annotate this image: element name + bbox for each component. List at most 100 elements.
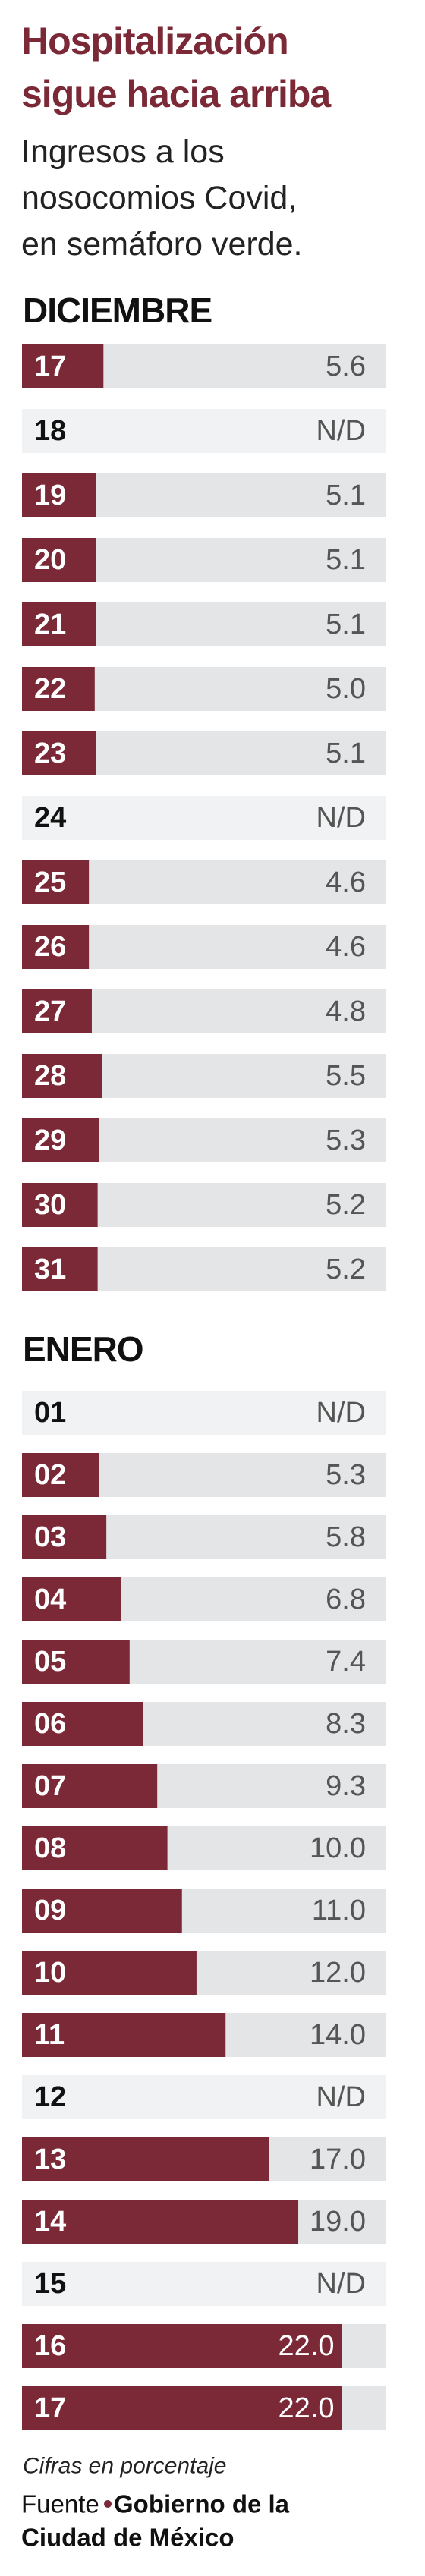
bar [22, 860, 90, 904]
track [22, 796, 386, 840]
value-label: 14.0 [310, 2019, 366, 2051]
category-label: 09 [34, 1895, 66, 1926]
category-label: 17 [34, 2392, 66, 2424]
value-label: N/D [316, 1397, 366, 1429]
subtitle: Ingresos a los [21, 134, 225, 170]
source-label: Fuente [21, 2490, 99, 2518]
category-label: 03 [34, 1521, 66, 1553]
category-label: 27 [34, 995, 66, 1027]
category-label: 07 [34, 1770, 66, 1802]
value-label: N/D [316, 2081, 366, 2113]
bar [22, 731, 96, 775]
bar [22, 602, 96, 646]
bar [22, 2200, 299, 2244]
bar [22, 1183, 98, 1227]
value-label: 4.6 [326, 931, 366, 963]
section-title: ENERO [23, 1329, 143, 1369]
category-label: 05 [34, 1646, 66, 1678]
category-label: 24 [34, 802, 66, 834]
note: Cifras en porcentaje [23, 2454, 226, 2479]
bar [22, 667, 95, 711]
bar [22, 1826, 168, 1870]
bar [22, 1640, 130, 1684]
category-label: 29 [34, 1124, 66, 1156]
category-label: 28 [34, 1060, 66, 1092]
value-label: 5.6 [326, 351, 366, 382]
subtitle: nosocomios Covid, [21, 180, 297, 216]
category-label: 19 [34, 480, 66, 511]
value-label: 4.8 [326, 995, 366, 1027]
value-label: 12.0 [310, 1957, 366, 1989]
bar [22, 1951, 197, 1995]
value-label: 6.8 [326, 1584, 366, 1615]
value-label: 9.3 [326, 1770, 366, 1802]
value-label: N/D [316, 415, 366, 447]
value-label: 7.4 [326, 1646, 366, 1678]
category-label: 12 [34, 2081, 66, 2113]
category-label: 11 [34, 2019, 65, 2051]
bar [22, 1453, 99, 1497]
category-label: 01 [34, 1397, 66, 1429]
bar [22, 1247, 98, 1291]
category-label: 02 [34, 1459, 66, 1491]
value-label: N/D [316, 802, 366, 834]
category-label: 23 [34, 738, 66, 769]
value-label: 5.2 [326, 1189, 366, 1221]
value-label: 5.1 [326, 480, 366, 511]
track [22, 1391, 386, 1435]
bar [22, 1889, 182, 1933]
value-label: 5.0 [326, 673, 366, 705]
category-label: 18 [34, 415, 66, 447]
value-label: 17.0 [310, 2144, 366, 2175]
value-label: 11.0 [312, 1895, 366, 1926]
subtitle: en semáforo verde. [21, 226, 302, 263]
track [22, 409, 386, 453]
bar [22, 344, 104, 388]
value-label: 5.8 [326, 1521, 366, 1553]
category-label: 15 [34, 2268, 66, 2300]
category-label: 21 [34, 609, 66, 640]
title: sigue hacia arriba [21, 73, 332, 115]
category-label: 04 [34, 1584, 66, 1615]
bar [22, 473, 96, 517]
category-label: 22 [34, 673, 66, 705]
bar [22, 925, 90, 969]
source: Ciudad de México [21, 2524, 235, 2552]
bar [22, 1515, 107, 1559]
category-label: 31 [34, 1253, 66, 1285]
bar [22, 538, 96, 582]
value-label: 22.0 [279, 2392, 335, 2424]
value-label: 5.3 [326, 1459, 366, 1491]
value-label: 10.0 [310, 1832, 366, 1864]
bar [22, 2013, 226, 2057]
value-label: 5.1 [326, 544, 366, 576]
title: Hospitalización [21, 20, 288, 62]
bar [22, 2324, 342, 2368]
bar [22, 989, 92, 1033]
category-label: 26 [34, 931, 66, 963]
track [22, 2262, 386, 2306]
value-label: 5.1 [326, 738, 366, 769]
track [22, 2075, 386, 2119]
category-label: 17 [34, 351, 66, 382]
bar [22, 2137, 269, 2181]
source: Gobierno de la [114, 2490, 290, 2518]
value-label: N/D [316, 2268, 366, 2300]
value-label: 19.0 [310, 2206, 366, 2238]
category-label: 13 [34, 2144, 66, 2175]
bar [22, 1702, 143, 1746]
bar [22, 1054, 102, 1098]
value-label: 22.0 [279, 2330, 335, 2362]
category-label: 06 [34, 1708, 66, 1740]
value-label: 8.3 [326, 1708, 366, 1740]
category-label: 14 [34, 2206, 66, 2238]
bar [22, 1118, 99, 1162]
value-label: 5.2 [326, 1253, 366, 1285]
value-label: 5.3 [326, 1124, 366, 1156]
bar [22, 2386, 342, 2430]
source-bullet [104, 2500, 112, 2508]
value-label: 5.5 [326, 1060, 366, 1092]
category-label: 16 [34, 2330, 66, 2362]
section-title: DICIEMBRE [23, 291, 212, 330]
